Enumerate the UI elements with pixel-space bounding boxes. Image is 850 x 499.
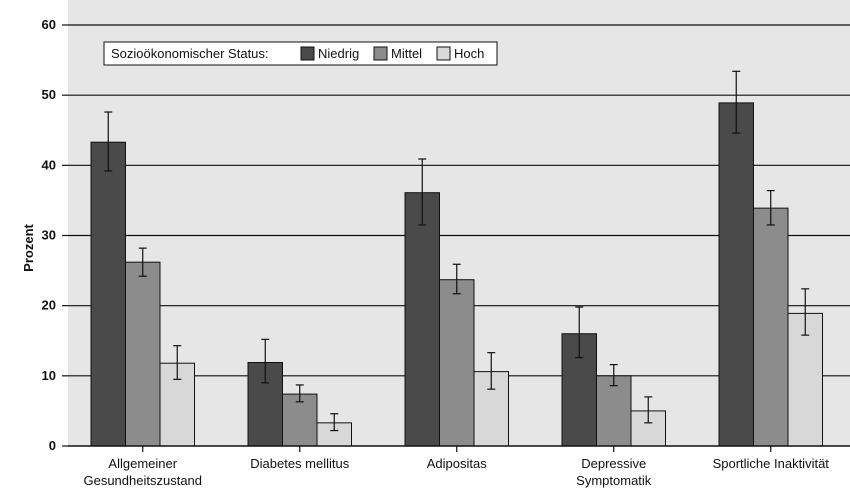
- bar-niedrig-2: [404, 192, 440, 447]
- category-label: Depressive Symptomatik: [576, 456, 652, 488]
- y-tick-label: 60: [42, 17, 56, 32]
- bars: [90, 102, 823, 447]
- y-tick-label: 20: [42, 298, 56, 313]
- category-label: Adipositas: [427, 456, 487, 471]
- category-label: Sportliche Inaktivität: [713, 456, 830, 471]
- bar-mittel-1: [282, 393, 318, 447]
- y-tick-label: 0: [49, 438, 56, 453]
- legend-swatch-hoch: [436, 46, 451, 61]
- category-label: Diabetes mellitus: [250, 456, 349, 471]
- legend-swatch-niedrig: [300, 46, 315, 61]
- bar-niedrig-0: [90, 141, 126, 447]
- bar-mittel-3: [596, 375, 632, 447]
- bar-mittel-4: [753, 207, 789, 447]
- legend-label-mittel: Mittel: [391, 46, 422, 61]
- y-tick-label: 40: [42, 157, 56, 172]
- bar-niedrig-4: [718, 102, 754, 447]
- x-axis-categories: Allgemeiner Gesundheitszustand Diabetes me…: [83, 446, 829, 488]
- bar-mittel-2: [439, 279, 475, 447]
- legend-title: Sozioökonomischer Status:: [111, 46, 269, 61]
- bar-mittel-0: [125, 261, 161, 447]
- y-axis-label: Prozent: [21, 223, 36, 271]
- legend: Sozioökonomischer Status: Niedrig Mittel…: [103, 41, 498, 66]
- error-bars: [104, 70, 810, 432]
- category-label: Allgemeiner Gesundheitszustand: [83, 456, 202, 488]
- legend-swatch-mittel: [373, 46, 388, 61]
- y-tick-label: 30: [42, 228, 56, 243]
- y-tick-label: 10: [42, 368, 56, 383]
- y-axis-ticks: 0 10 20 30 40 50 60: [42, 17, 68, 453]
- legend-label-hoch: Hoch: [454, 46, 484, 61]
- legend-label-niedrig: Niedrig: [318, 46, 359, 61]
- y-tick-label: 50: [42, 87, 56, 102]
